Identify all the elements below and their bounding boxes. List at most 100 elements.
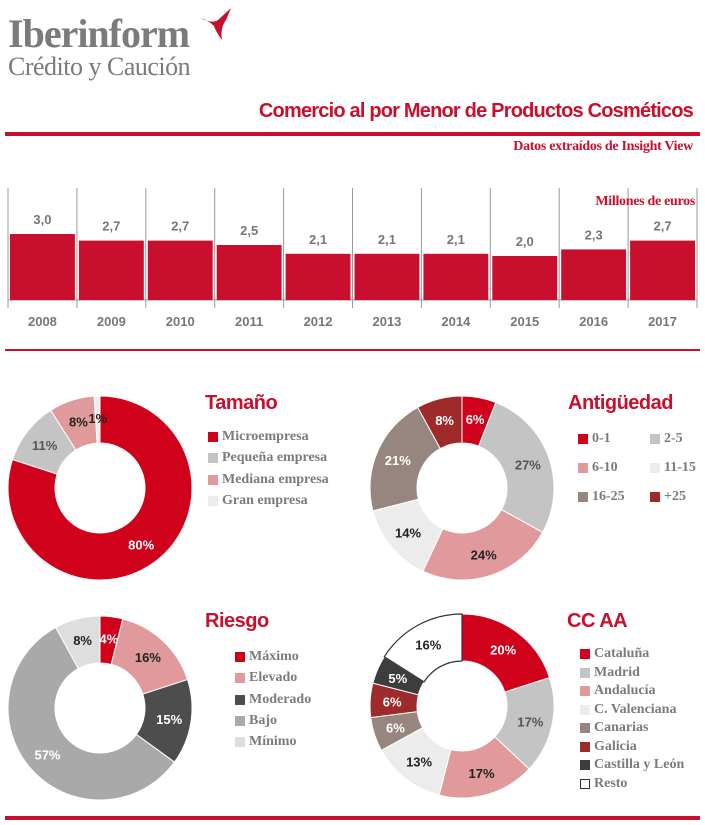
legend-item: Canarias [580, 720, 648, 736]
bar-2011 [216, 245, 282, 300]
legend-label: 6-10 [592, 460, 618, 475]
legend-swatch-icon [578, 463, 588, 473]
year-tick-label: 2014 [441, 314, 471, 329]
legend-label: Mediana empresa [222, 471, 329, 487]
bar-value-label: 2,0 [516, 234, 534, 249]
legend-item: 6-10 [578, 460, 618, 476]
legend-label: Castilla y León [594, 757, 685, 772]
legend-item: Resto [580, 776, 627, 792]
bar-2016 [561, 249, 627, 300]
legend-item: Mínimo [235, 734, 296, 750]
legend-label: Cataluña [594, 646, 650, 661]
legend-item: C. Valenciana [580, 702, 676, 718]
legend-item: Mediana empresa [208, 472, 329, 488]
slice-percent-label: 6% [386, 721, 405, 736]
bar-value-label: 2,1 [447, 232, 465, 247]
legend-label: Microempresa [222, 429, 309, 444]
legend-label: Resto [594, 775, 628, 791]
legend-label: Máximo [249, 649, 299, 664]
legend-swatch-icon [235, 673, 245, 684]
source-note: Datos extraídos de Insight View [513, 139, 693, 154]
legend-swatch-icon [578, 434, 588, 444]
riesgo-title: Riesgo [205, 610, 269, 632]
legend-label: +25 [664, 489, 686, 504]
legend-label: C. Valenciana [594, 701, 677, 717]
legend-item: Moderado [235, 692, 311, 708]
legend-label: Andalucía [594, 683, 656, 698]
slice-percent-label: 5% [388, 671, 407, 686]
bar-2014 [423, 253, 489, 300]
slice-percent-label: 17% [517, 714, 543, 729]
title-divider [5, 132, 700, 136]
slice-6-10 [422, 509, 544, 581]
bar-2008 [10, 234, 75, 300]
legend-item: Microempresa [208, 429, 309, 445]
year-tick-label: 2017 [648, 314, 677, 329]
page-title: Comercio al por Menor de Productos Cosmé… [258, 100, 694, 122]
bar-value-label: 2,1 [309, 232, 327, 247]
legend-swatch-icon [208, 432, 218, 442]
legend-swatch-icon [578, 492, 588, 502]
bar-2012 [285, 253, 351, 300]
units-label: Millones de euros [595, 194, 695, 209]
bar-value-label: 2,3 [585, 227, 603, 242]
slice-gran-empresa [93, 395, 101, 444]
legend-item: Elevado [235, 670, 297, 686]
slice--25 [416, 395, 463, 450]
antiguedad-title: Antigüedad [568, 392, 674, 414]
year-tick-label: 2013 [372, 314, 401, 329]
slice-m-nimo [54, 615, 101, 670]
slice-percent-label: 4% [99, 632, 118, 647]
legend-item: +25 [650, 489, 686, 505]
slice-percent-label: 57% [34, 747, 60, 762]
legend-swatch-icon [580, 778, 590, 789]
slice-percent-label: 16% [415, 638, 441, 653]
legend-item: Pequeña empresa [208, 450, 327, 466]
legend-swatch-icon [650, 434, 660, 444]
legend-item: Máximo [235, 649, 299, 665]
bar-2013 [354, 253, 420, 300]
legend-label: Mínimo [249, 734, 297, 750]
bar-value-label: 3,0 [33, 212, 51, 227]
legend-swatch-icon [580, 741, 590, 752]
legend-swatch-icon [580, 686, 590, 696]
tamano-donut: 80% 11% 8% 1% [7, 395, 193, 581]
legend-swatch-icon [580, 667, 590, 678]
slice-2-5 [477, 401, 555, 534]
legend-label: Galicia [594, 738, 637, 754]
legend-item: 0-1 [578, 431, 611, 447]
bar-2017 [630, 240, 695, 300]
year-tick-label: 2009 [97, 314, 126, 329]
legend-item: 11-15 [650, 460, 696, 476]
slice-percent-label: 8% [69, 414, 88, 429]
year-tick-label: 2010 [166, 314, 195, 329]
logo-name: Iberinform [8, 11, 190, 56]
year-tick-label: 2016 [579, 314, 608, 329]
legend-label: Pequeña empresa [222, 450, 328, 466]
year-tick-label: 2012 [304, 314, 333, 329]
legend-label: Moderado [249, 691, 312, 707]
tamano-title: Tamaño [205, 392, 278, 414]
legend-swatch-icon [235, 694, 245, 705]
slice-percent-label: 8% [435, 413, 454, 428]
legend-swatch-icon [580, 649, 590, 659]
slice-percent-label: 20% [490, 642, 516, 657]
slice-percent-label: 1% [88, 411, 107, 426]
slice-percent-label: 11% [32, 438, 58, 453]
legend-label: Bajo [249, 712, 277, 728]
bar-2009 [78, 240, 144, 300]
riesgo-donut: 4% 16% 15% 57% 8% [7, 615, 193, 801]
bar-chart: 3,0 2008 2,7 2009 2,7 2010 2,5 2011 2,1 2012 2,1 20… [7, 188, 698, 329]
year-tick-label: 2015 [510, 314, 539, 329]
footer-divider [5, 816, 700, 820]
ccaa-donut: 20% 17% 17% 13% 6% 6% 5% 16% [369, 613, 555, 799]
legend-item: Gran empresa [208, 493, 308, 509]
legend-item: Andalucía [580, 683, 655, 699]
legend-swatch-icon [650, 492, 660, 502]
legend-label: Gran empresa [222, 492, 308, 508]
legend-swatch-icon [208, 495, 218, 506]
slice-percent-label: 13% [406, 754, 432, 769]
legend-swatch-icon [580, 723, 590, 733]
slice-percent-label: 80% [128, 538, 154, 553]
legend-swatch-icon [650, 463, 660, 473]
